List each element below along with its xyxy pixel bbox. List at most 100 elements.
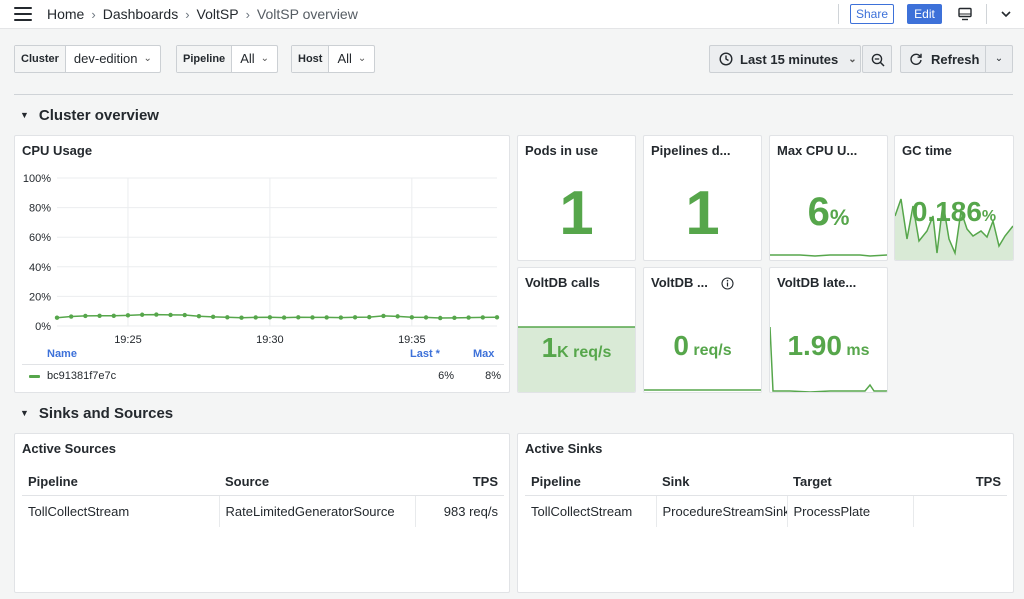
time-range-label: Last 15 minutes (740, 51, 839, 67)
column-header[interactable]: Target (787, 469, 913, 496)
breadcrumb-dashboards[interactable]: Dashboards (102, 6, 179, 22)
table-row[interactable]: TollCollectStream ProcedureStreamSink Pr… (525, 495, 1007, 527)
chevron-down-icon: ⌄ (143, 53, 152, 64)
data-point (139, 312, 145, 317)
x-tick-label: 19:25 (114, 334, 142, 346)
refresh-interval-dropdown[interactable]: ⌄ (985, 45, 1013, 73)
y-tick-label: 80% (29, 203, 51, 215)
active-sinks-panel[interactable]: Active Sinks Pipeline Sink Target TPS To… (517, 433, 1014, 593)
clock-icon (719, 52, 733, 66)
series-color-swatch (29, 375, 40, 378)
zoom-out-icon (871, 53, 885, 67)
table-cell: 983 req/s (443, 503, 498, 519)
table-cell: TollCollectStream (22, 495, 220, 527)
data-point (381, 313, 386, 319)
data-point (239, 315, 244, 320)
data-point (367, 314, 372, 320)
chevron-down-icon: ⌄ (357, 53, 367, 64)
stat-panel-pods[interactable]: Pods in use 1 (517, 135, 636, 261)
breadcrumb-folder[interactable]: VoltSP (196, 6, 239, 22)
breadcrumb-separator-icon: › (245, 7, 250, 22)
kiosk-monitor-icon[interactable] (958, 7, 972, 21)
column-header[interactable]: Sink (656, 469, 787, 496)
variable-select[interactable]: All ⌄ (329, 46, 374, 72)
stat-value: 1 (685, 179, 720, 248)
cpu-usage-panel[interactable]: CPU Usage 0% 20% 40% 60% 80% 100% 19:25 19:30 19… (14, 135, 510, 393)
column-header[interactable]: Pipeline (525, 469, 656, 496)
info-icon[interactable] (721, 277, 734, 290)
variable-select[interactable]: dev-edition ⌄ (66, 46, 160, 72)
edit-button[interactable]: Edit (907, 4, 942, 24)
data-point (68, 314, 74, 319)
variable-cluster[interactable]: Cluster dev-edition ⌄ (14, 45, 161, 73)
legend-divider (22, 364, 504, 365)
y-tick-label: 0% (35, 321, 51, 333)
stat-sparkline (644, 389, 761, 391)
data-point (125, 313, 131, 318)
x-tick-label: 19:30 (256, 334, 284, 346)
column-header[interactable]: Source (219, 469, 415, 496)
breadcrumb: Home › Dashboards › VoltSP › VoltSP overview (47, 6, 358, 22)
menu-icon[interactable] (14, 7, 32, 21)
table-row[interactable]: TollCollectStream RateLimitedGeneratorSo… (22, 495, 504, 527)
stat-sparkline (770, 254, 887, 257)
stat-panel-max-cpu[interactable]: Max CPU U... 6% (769, 135, 888, 261)
cpu-usage-chart[interactable]: 0% 20% 40% 60% 80% 100% 19:25 19:30 19:35 (15, 166, 509, 351)
sinks-table: Pipeline Sink Target TPS TollCollectStre… (525, 469, 1007, 527)
stat-value: 0.186% (911, 196, 997, 227)
stat-sparkline (770, 326, 887, 392)
section-divider (14, 94, 1013, 95)
stat-value: 6% (807, 190, 850, 234)
data-point (182, 312, 187, 318)
variable-host[interactable]: Host All ⌄ (291, 45, 376, 73)
panel-title: Pods in use (525, 143, 598, 158)
column-header[interactable]: Pipeline (22, 469, 219, 496)
toolbar-divider (838, 4, 839, 24)
chevron-down-icon[interactable] (999, 7, 1013, 21)
panel-title: Max CPU U... (777, 143, 858, 158)
data-point (480, 315, 486, 320)
stat-panel-pipelines[interactable]: Pipelines d... 1 (643, 135, 762, 261)
data-point (310, 315, 315, 320)
row-title: Sinks and Sources (38, 405, 174, 422)
legend-header-max[interactable]: Max (473, 348, 495, 360)
breadcrumb-home[interactable]: Home (47, 6, 85, 22)
sources-table: Pipeline Source TPS TollCollectStream Ra… (22, 469, 504, 527)
series-line (56, 313, 498, 319)
column-header[interactable]: TPS (415, 469, 504, 496)
refresh-icon (910, 53, 922, 65)
legend-header-last[interactable]: Last * (410, 348, 440, 360)
refresh-button[interactable]: Refresh (900, 45, 986, 73)
legend-row[interactable]: bc91381f7e7c 6% 8% (29, 368, 501, 386)
data-point (494, 315, 500, 320)
stat-panel-voltdb-calls[interactable]: VoltDB calls 1K req/s (517, 267, 636, 393)
panel-title: Pipelines d... (651, 143, 731, 158)
variable-select[interactable]: All ⌄ (232, 46, 277, 72)
table-cell: ProcessPlate (787, 495, 914, 527)
legend-header-name[interactable]: Name (47, 348, 77, 360)
variable-value: All (240, 51, 255, 66)
stat-panel-voltdb-errors[interactable]: VoltDB ... 0 req/s (643, 267, 762, 393)
stat-panel-gc-time[interactable]: GC time 0.186% (894, 135, 1014, 261)
chevron-down-icon: ▼ (20, 110, 29, 120)
share-button[interactable]: Share (850, 4, 894, 24)
legend-series-name: bc91381f7e7c (47, 370, 117, 382)
variable-label: Pipeline (177, 46, 233, 72)
row-cluster-overview[interactable]: ▼ Cluster overview (20, 107, 159, 124)
data-point (324, 315, 329, 320)
time-range-picker[interactable]: Last 15 minutes ⌄ (709, 45, 861, 73)
row-sinks-sources[interactable]: ▼ Sinks and Sources (20, 405, 173, 422)
column-header[interactable]: TPS (913, 469, 1007, 496)
stat-panel-voltdb-latency[interactable]: VoltDB late... 1.90 ms (769, 267, 888, 393)
zoom-out-button[interactable] (862, 45, 892, 73)
table-cell (913, 495, 1007, 527)
data-point (210, 314, 216, 320)
panel-title: Active Sinks (525, 441, 603, 456)
stat-value: 1 (559, 179, 594, 248)
table-header-row: Pipeline Sink Target TPS (525, 469, 1007, 496)
panel-title: VoltDB late... (777, 275, 857, 290)
active-sources-panel[interactable]: Active Sources Pipeline Source TPS TollC… (14, 433, 510, 593)
chevron-down-icon: ▼ (20, 408, 29, 418)
legend-max-value: 8% (485, 370, 501, 382)
variable-pipeline[interactable]: Pipeline All ⌄ (176, 45, 279, 73)
